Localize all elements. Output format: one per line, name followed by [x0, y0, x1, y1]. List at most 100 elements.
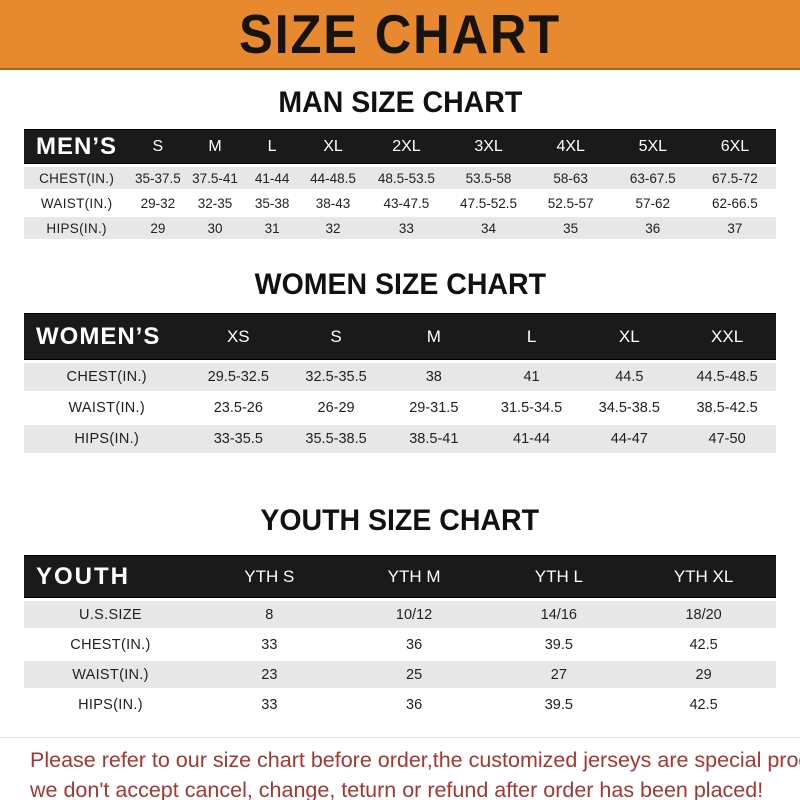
- size-value-cell: 67.5-72: [693, 167, 776, 189]
- size-value-cell: 29: [631, 661, 776, 688]
- youth-section-heading-text: YOUTH SIZE CHART: [260, 504, 540, 537]
- size-value-cell: 23: [196, 661, 342, 688]
- man-section-heading-text: MAN SIZE CHART: [278, 86, 522, 119]
- man-section-heading: MAN SIZE CHART: [0, 86, 800, 120]
- size-value-cell: 35: [529, 217, 612, 239]
- size-column-header: XXL: [678, 313, 776, 360]
- measurement-row-label: WAIST(IN.): [24, 394, 190, 422]
- table-row: HIPS(IN.) 29 30 31 32 33 34 35 36 37: [24, 217, 776, 239]
- size-column-header: M: [186, 129, 244, 164]
- size-value-cell: 33-35.5: [189, 425, 288, 453]
- size-column-header: S: [287, 313, 385, 360]
- size-value-cell: 38.5-41: [384, 425, 483, 453]
- size-value-cell: 36: [341, 691, 487, 718]
- size-value-cell: 57-62: [611, 192, 694, 214]
- disclaimer-line-2: we don't accept cancel, change, teturn o…: [30, 778, 764, 800]
- size-value-cell: 44.5: [580, 363, 679, 391]
- women-size-table: WOMEN’S XS S M L XL XXL CHEST(IN.) 29.5-32.5 32.5…: [24, 310, 776, 456]
- size-value-cell: 33: [196, 631, 342, 658]
- women-section-heading-text: WOMEN SIZE CHART: [254, 268, 546, 301]
- disclaimer-note: Please refer to our size chart before or…: [0, 737, 800, 800]
- size-value-cell: 31.5-34.5: [482, 394, 581, 422]
- size-value-cell: 44-48.5: [300, 167, 366, 189]
- measurement-row-label: HIPS(IN.): [24, 425, 190, 453]
- size-column-header: XL: [300, 129, 366, 164]
- size-column-header: L: [482, 313, 581, 360]
- men-size-table: MEN’S S M L XL 2XL 3XL 4XL 5XL 6XL CHEST(IN.) 35-37…: [24, 126, 776, 242]
- size-column-header: 4XL: [529, 129, 612, 164]
- size-value-cell: 31: [243, 217, 301, 239]
- table-row: CHEST(IN.) 29.5-32.5 32.5-35.5 38 41 44.5 44.5…: [24, 363, 776, 391]
- table-header-label: MEN’S: [24, 129, 130, 164]
- table-row: WAIST(IN.) 23 25 27 29: [24, 661, 776, 688]
- size-value-cell: 32.5-35.5: [287, 363, 385, 391]
- size-value-cell: 38: [384, 363, 483, 391]
- size-value-cell: 63-67.5: [611, 167, 694, 189]
- size-value-cell: 47.5-52.5: [447, 192, 530, 214]
- size-value-cell: 47-50: [678, 425, 776, 453]
- size-column-header: 5XL: [611, 129, 694, 164]
- table-row: CHEST(IN.) 35-37.5 37.5-41 41-44 44-48.5 48.5…: [24, 167, 776, 189]
- size-value-cell: 41-44: [243, 167, 301, 189]
- table-header-row: WOMEN’S XS S M L XL XXL: [24, 313, 776, 360]
- table-header-row: MEN’S S M L XL 2XL 3XL 4XL 5XL 6XL: [24, 129, 776, 164]
- size-column-header: M: [384, 313, 483, 360]
- size-value-cell: 25: [341, 661, 487, 688]
- size-column-header: YTH L: [486, 555, 632, 598]
- size-value-cell: 35.5-38.5: [287, 425, 385, 453]
- size-value-cell: 53.5-58: [447, 167, 530, 189]
- size-column-header: XL: [580, 313, 679, 360]
- size-value-cell: 44-47: [580, 425, 679, 453]
- size-value-cell: 14/16: [486, 601, 632, 628]
- table-header-label: YOUTH: [24, 555, 197, 598]
- size-value-cell: 27: [486, 661, 632, 688]
- size-value-cell: 29-31.5: [384, 394, 483, 422]
- size-value-cell: 35-37.5: [129, 167, 187, 189]
- size-value-cell: 41-44: [482, 425, 581, 453]
- size-value-cell: 44.5-48.5: [678, 363, 776, 391]
- size-column-header: XS: [189, 313, 288, 360]
- table-row: CHEST(IN.) 33 36 39.5 42.5: [24, 631, 776, 658]
- size-value-cell: 32-35: [186, 192, 244, 214]
- table-row: HIPS(IN.) 33-35.5 35.5-38.5 38.5-41 41-44 44-…: [24, 425, 776, 453]
- size-value-cell: 30: [186, 217, 244, 239]
- size-value-cell: 33: [196, 691, 342, 718]
- size-value-cell: 38.5-42.5: [678, 394, 776, 422]
- size-value-cell: 29.5-32.5: [189, 363, 288, 391]
- size-value-cell: 41: [482, 363, 581, 391]
- size-column-header: YTH S: [196, 555, 342, 598]
- size-column-header: 2XL: [365, 129, 448, 164]
- size-column-header: S: [129, 129, 187, 164]
- table-header-label: WOMEN’S: [24, 313, 190, 360]
- size-value-cell: 39.5: [486, 631, 632, 658]
- size-value-cell: 34.5-38.5: [580, 394, 679, 422]
- size-chart-banner: SIZE CHART: [0, 0, 800, 70]
- size-value-cell: 48.5-53.5: [365, 167, 448, 189]
- table-row: WAIST(IN.) 23.5-26 26-29 29-31.5 31.5-34.5 34…: [24, 394, 776, 422]
- size-column-header: 3XL: [447, 129, 530, 164]
- size-value-cell: 32: [300, 217, 366, 239]
- table-row: U.S.SIZE 8 10/12 14/16 18/20: [24, 601, 776, 628]
- size-value-cell: 39.5: [486, 691, 632, 718]
- banner-title: SIZE CHART: [239, 3, 561, 65]
- section-man-size-chart: MAN SIZE CHART MEN’S S M L XL 2XL 3XL 4XL 5XL 6XL…: [0, 86, 800, 242]
- measurement-row-label: HIPS(IN.): [24, 691, 197, 718]
- size-column-header: YTH M: [341, 555, 487, 598]
- youth-size-table: YOUTH YTH S YTH M YTH L YTH XL U.S.SIZE 8 10/12…: [24, 552, 776, 721]
- youth-section-heading: YOUTH SIZE CHART: [0, 504, 800, 538]
- size-value-cell: 23.5-26: [189, 394, 288, 422]
- measurement-row-label: CHEST(IN.): [24, 167, 130, 189]
- size-value-cell: 42.5: [631, 631, 776, 658]
- measurement-row-label: CHEST(IN.): [24, 363, 190, 391]
- size-value-cell: 36: [611, 217, 694, 239]
- size-value-cell: 58-63: [529, 167, 612, 189]
- measurement-row-label: U.S.SIZE: [24, 601, 197, 628]
- table-row: WAIST(IN.) 29-32 32-35 35-38 38-43 43-47.5 47.…: [24, 192, 776, 214]
- size-value-cell: 43-47.5: [365, 192, 448, 214]
- table-header-row: YOUTH YTH S YTH M YTH L YTH XL: [24, 555, 776, 598]
- size-value-cell: 26-29: [287, 394, 385, 422]
- size-value-cell: 29-32: [129, 192, 187, 214]
- size-value-cell: 18/20: [631, 601, 776, 628]
- size-value-cell: 8: [196, 601, 342, 628]
- measurement-row-label: CHEST(IN.): [24, 631, 197, 658]
